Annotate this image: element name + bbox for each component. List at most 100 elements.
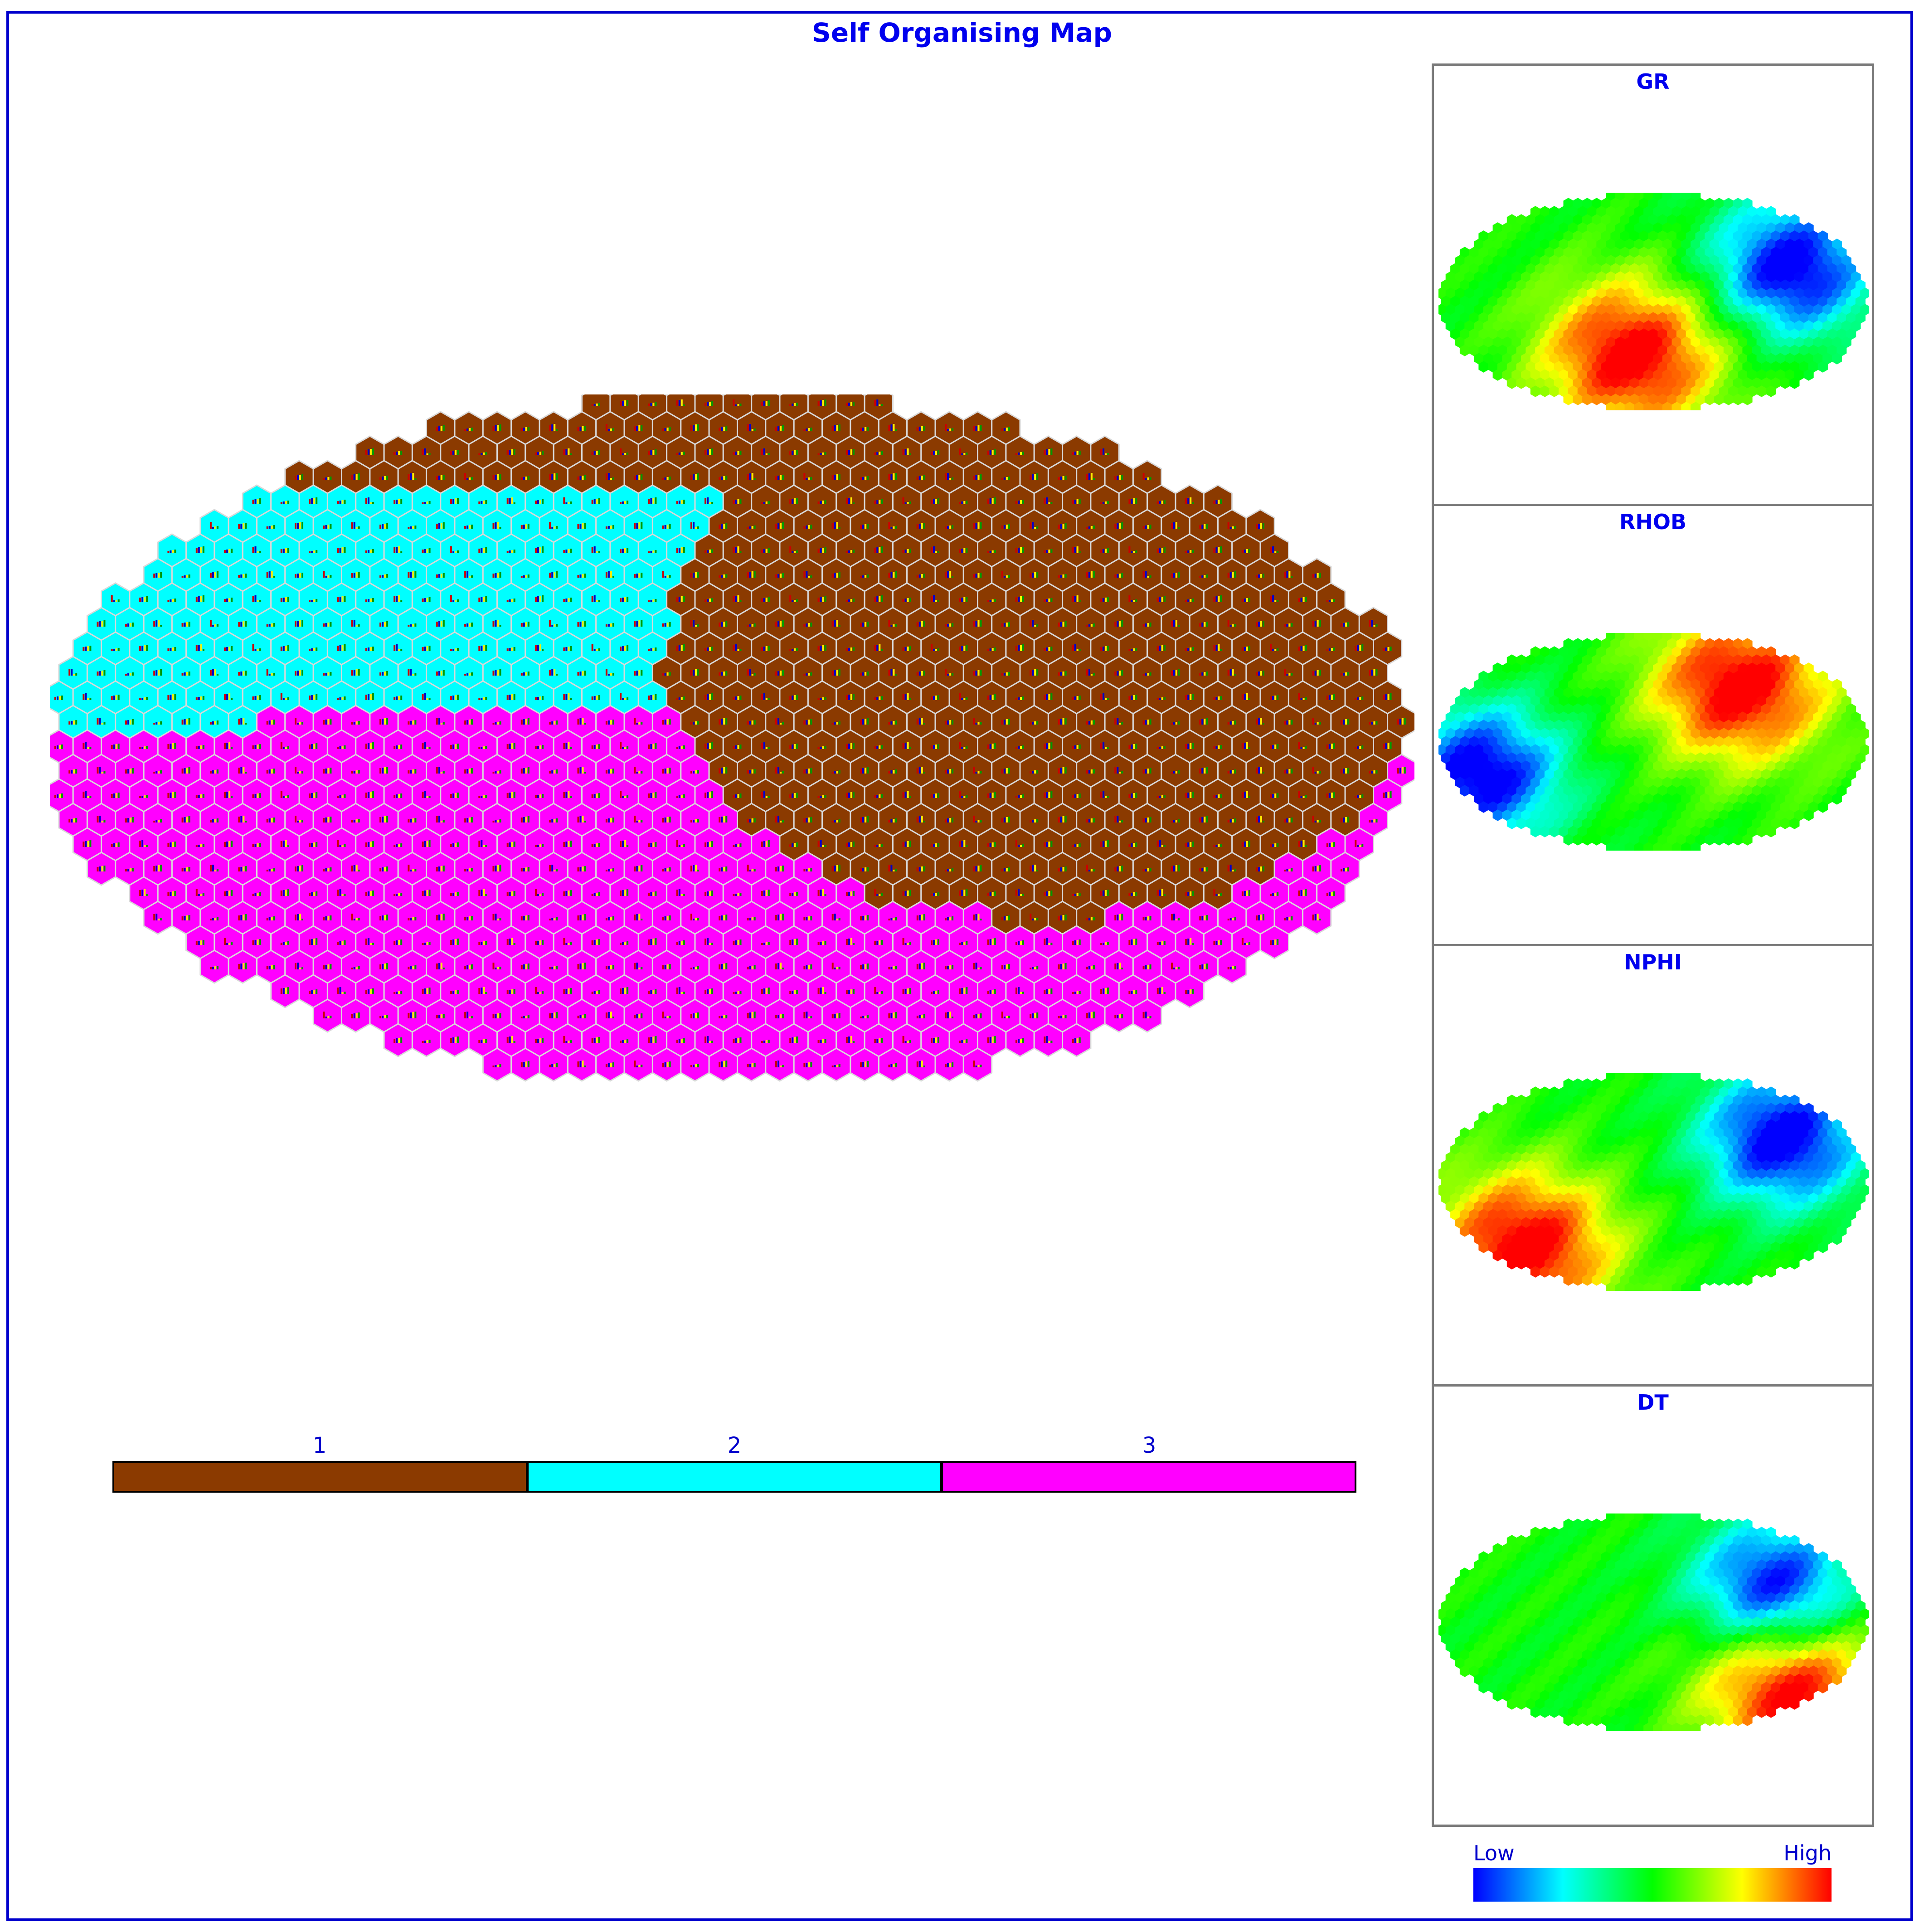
som-node-bar (1064, 671, 1067, 676)
som-node-bar (240, 718, 243, 725)
som-node-bar (975, 671, 977, 676)
som-node-bar (893, 669, 895, 676)
som-node-bar (723, 672, 725, 676)
som-node-bar (497, 620, 499, 627)
som-node-bar (1213, 645, 1215, 651)
som-node-bar (1119, 963, 1121, 969)
som-node-bar (556, 674, 558, 676)
som-node-bar (1192, 842, 1194, 847)
som-node-bar (879, 844, 881, 847)
som-node-bar (1185, 551, 1187, 553)
som-node-bar (184, 768, 186, 774)
som-node-bar (697, 770, 699, 774)
som-node-bar (1326, 649, 1328, 651)
som-node-bar (761, 842, 763, 847)
som-node-bar (945, 669, 947, 676)
som-node-bar (711, 502, 714, 504)
som-node-bar (921, 915, 923, 920)
som-node-bar (1090, 966, 1093, 969)
som-node-bar (711, 448, 714, 455)
som-node-bar (893, 572, 895, 578)
som-node-bar (525, 915, 527, 920)
som-node-bar (101, 772, 103, 774)
som-node-bar (1015, 988, 1017, 994)
som-node-bar (216, 674, 219, 676)
som-node-bar (916, 575, 918, 578)
som-node-bar (570, 501, 572, 504)
som-node-bar (1176, 620, 1177, 627)
som-node-bar (1074, 940, 1076, 945)
som-node-bar (436, 867, 438, 871)
som-node-bar (1274, 843, 1277, 847)
som-node-bar (478, 747, 481, 749)
som-node-bar (1131, 600, 1133, 602)
som-node-bar (1229, 669, 1232, 676)
som-node-bar (408, 669, 410, 676)
som-node-bar (424, 693, 426, 700)
som-node-bar (1062, 767, 1064, 774)
som-node-bar (789, 404, 792, 406)
som-node-bar (384, 574, 386, 578)
som-node-bar (662, 965, 664, 969)
som-node-bar (923, 426, 925, 431)
som-node-bar (535, 645, 537, 651)
som-node-bar (117, 648, 120, 651)
som-node-bar (867, 816, 869, 822)
som-node-bar (301, 820, 303, 822)
som-node-bar (299, 968, 301, 969)
som-node-bar (895, 674, 897, 676)
som-node-bar (935, 600, 937, 602)
som-node-bar (520, 576, 523, 578)
som-node-bar (994, 989, 996, 994)
som-node-bar (172, 694, 174, 700)
som-node-bar (1015, 747, 1017, 749)
som-node-bar (450, 893, 452, 896)
som-node-bar (309, 843, 311, 847)
som-node-bar (1331, 744, 1333, 749)
som-node-bar (1161, 795, 1163, 798)
som-node-bar (525, 477, 527, 480)
som-node-bar (184, 672, 186, 676)
som-node-bar (271, 965, 273, 969)
som-node-bar (369, 891, 372, 896)
som-node-bar (765, 453, 768, 455)
som-node-bar (1006, 916, 1008, 920)
som-node-bar (426, 841, 428, 847)
som-node-bar (737, 499, 739, 504)
som-node-bar (301, 620, 303, 627)
som-node-bar (881, 940, 883, 945)
som-node-bar (695, 770, 697, 774)
som-node-bar (669, 867, 671, 871)
som-node-bar (309, 893, 311, 896)
som-node-bar (808, 576, 810, 578)
som-node-bar (931, 500, 933, 504)
som-node-bar (513, 891, 515, 896)
som-node-bar (624, 890, 627, 896)
som-node-bar (627, 941, 629, 945)
som-node-bar (591, 992, 593, 994)
som-node-bar (355, 770, 358, 774)
som-node-bar (739, 551, 742, 553)
som-node-bar (372, 742, 374, 749)
som-node-bar (991, 842, 994, 847)
som-node-bar (466, 673, 469, 676)
som-node-bar (160, 721, 162, 725)
som-node-bar (172, 842, 174, 847)
som-node-bar (607, 869, 610, 871)
som-node-bar (271, 720, 273, 725)
som-node-bar (852, 550, 855, 553)
som-node-bar (1173, 620, 1175, 627)
som-node-bar (612, 769, 614, 774)
som-node-bar (172, 891, 174, 896)
som-node-bar (216, 818, 219, 822)
som-node-bar (466, 478, 469, 480)
som-node-bar (775, 524, 777, 529)
som-node-bar (820, 840, 822, 847)
som-node-bar (695, 527, 697, 529)
som-node-bar (485, 697, 487, 700)
som-node-bar (379, 623, 382, 627)
som-node-bar (695, 865, 697, 871)
som-node-bar (464, 966, 466, 969)
som-node-bar (410, 721, 412, 725)
som-node-bar (1176, 573, 1177, 578)
